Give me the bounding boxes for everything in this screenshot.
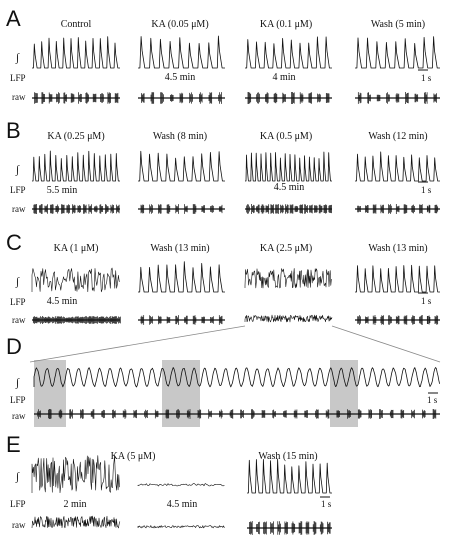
trace-raw-a3 xyxy=(247,92,330,104)
trace-integrated-a4 xyxy=(355,36,440,69)
row-label-lfp-e: LFP xyxy=(10,499,26,509)
trace-raw-b2 xyxy=(140,204,223,214)
row-label-raw-a: raw xyxy=(12,92,26,102)
panel-letter-b: B xyxy=(6,118,21,143)
condition-label-b3: KA (0.5 μM) xyxy=(260,131,312,142)
trace-integrated-b1 xyxy=(32,150,120,182)
trace-raw-b1 xyxy=(33,204,120,214)
scale-bar-label-b: 1 s xyxy=(421,185,432,195)
trace-raw-a1 xyxy=(34,92,119,104)
condition-label-c1: KA (1 μM) xyxy=(54,243,99,254)
trace-raw-e3 xyxy=(249,521,331,535)
row-label-integrated-e: ∫ xyxy=(15,471,20,483)
panel-letter-c: C xyxy=(6,230,22,255)
shaded-window-d3 xyxy=(330,360,358,427)
trace-integrated-c4 xyxy=(355,264,440,293)
scale-bar-label-c: 1 s xyxy=(421,296,432,306)
row-label-integrated-b: ∫ xyxy=(15,164,20,176)
trace-integrated-b2 xyxy=(138,150,225,182)
trace-raw-c3 xyxy=(244,314,333,323)
row-label-integrated-a: ∫ xyxy=(15,52,20,64)
row-label-raw-c: raw xyxy=(12,315,26,325)
row-label-lfp-a: LFP xyxy=(10,73,26,83)
trace-raw-c2 xyxy=(140,315,223,325)
trace-integrated-d xyxy=(33,367,440,388)
time-label-b3: 4.5 min xyxy=(274,182,305,193)
trace-raw-b3 xyxy=(246,204,332,214)
row-label-lfp-c: LFP xyxy=(10,297,26,307)
condition-label-a3: KA (0.1 μM) xyxy=(260,19,312,30)
row-label-raw-e: raw xyxy=(12,520,26,530)
row-label-raw-d: raw xyxy=(12,411,26,421)
trace-integrated-e2 xyxy=(137,483,225,487)
condition-label-b4: Wash (12 min) xyxy=(368,131,427,142)
condition-label-c2: Wash (13 min) xyxy=(150,243,209,254)
row-label-raw-b: raw xyxy=(12,204,26,214)
time-label-e1: 2 min xyxy=(63,499,86,510)
trace-integrated-e1 xyxy=(31,455,120,493)
trace-layer xyxy=(29,35,441,535)
trace-integrated-a2 xyxy=(138,35,225,69)
time-label-a2: 4.5 min xyxy=(165,72,196,83)
trace-integrated-a1 xyxy=(32,36,120,69)
condition-label-b2: Wash (8 min) xyxy=(153,131,207,142)
condition-label-a4: Wash (5 min) xyxy=(371,19,425,30)
trace-raw-c1 xyxy=(32,316,121,324)
scale-bar-label-a: 1 s xyxy=(421,73,432,83)
trace-integrated-e3 xyxy=(247,458,332,494)
condition-label-e3: Wash (15 min) xyxy=(258,451,317,462)
panel-letter-d: D xyxy=(6,334,22,359)
time-label-e2: 4.5 min xyxy=(167,499,198,510)
trace-integrated-b3 xyxy=(245,151,332,182)
trace-integrated-c1 xyxy=(31,267,120,293)
zoom-connector-right xyxy=(331,325,441,363)
shade-layer xyxy=(34,360,358,427)
condition-label-a2: KA (0.05 μM) xyxy=(151,19,208,30)
condition-label-e2: KA (5 μM) xyxy=(111,451,156,462)
row-label-lfp-d: LFP xyxy=(10,395,26,405)
trace-integrated-c3 xyxy=(244,268,332,289)
trace-integrated-c2 xyxy=(138,261,225,293)
shaded-window-d2 xyxy=(162,360,200,427)
zoom-connector-left xyxy=(29,325,246,363)
scale-bar-label-e: 1 s xyxy=(321,499,332,509)
time-label-b1: 5.5 min xyxy=(47,185,78,196)
panel-letter-a: A xyxy=(6,6,21,31)
condition-label-a1: Control xyxy=(61,19,92,30)
trace-raw-a4 xyxy=(357,92,437,104)
trace-integrated-a3 xyxy=(245,36,332,69)
row-label-integrated-c: ∫ xyxy=(15,276,20,288)
trace-raw-e1 xyxy=(31,515,121,529)
condition-label-b1: KA (0.25 μM) xyxy=(47,131,104,142)
row-label-lfp-b: LFP xyxy=(10,185,26,195)
trace-integrated-b4 xyxy=(355,151,440,182)
trace-raw-e2 xyxy=(137,525,225,529)
panel-letter-e: E xyxy=(6,432,21,457)
time-label-c1: 4.5 min xyxy=(47,296,78,307)
row-label-integrated-d: ∫ xyxy=(15,377,20,389)
trace-raw-b4 xyxy=(357,204,439,214)
condition-label-c3: KA (2.5 μM) xyxy=(260,243,312,254)
scale-bar-label-d: 1 s xyxy=(427,395,438,405)
trace-raw-a2 xyxy=(141,92,222,104)
trace-raw-d xyxy=(37,409,437,419)
trace-raw-c4 xyxy=(357,315,439,325)
condition-label-c4: Wash (13 min) xyxy=(368,243,427,254)
time-label-a3: 4 min xyxy=(272,72,295,83)
